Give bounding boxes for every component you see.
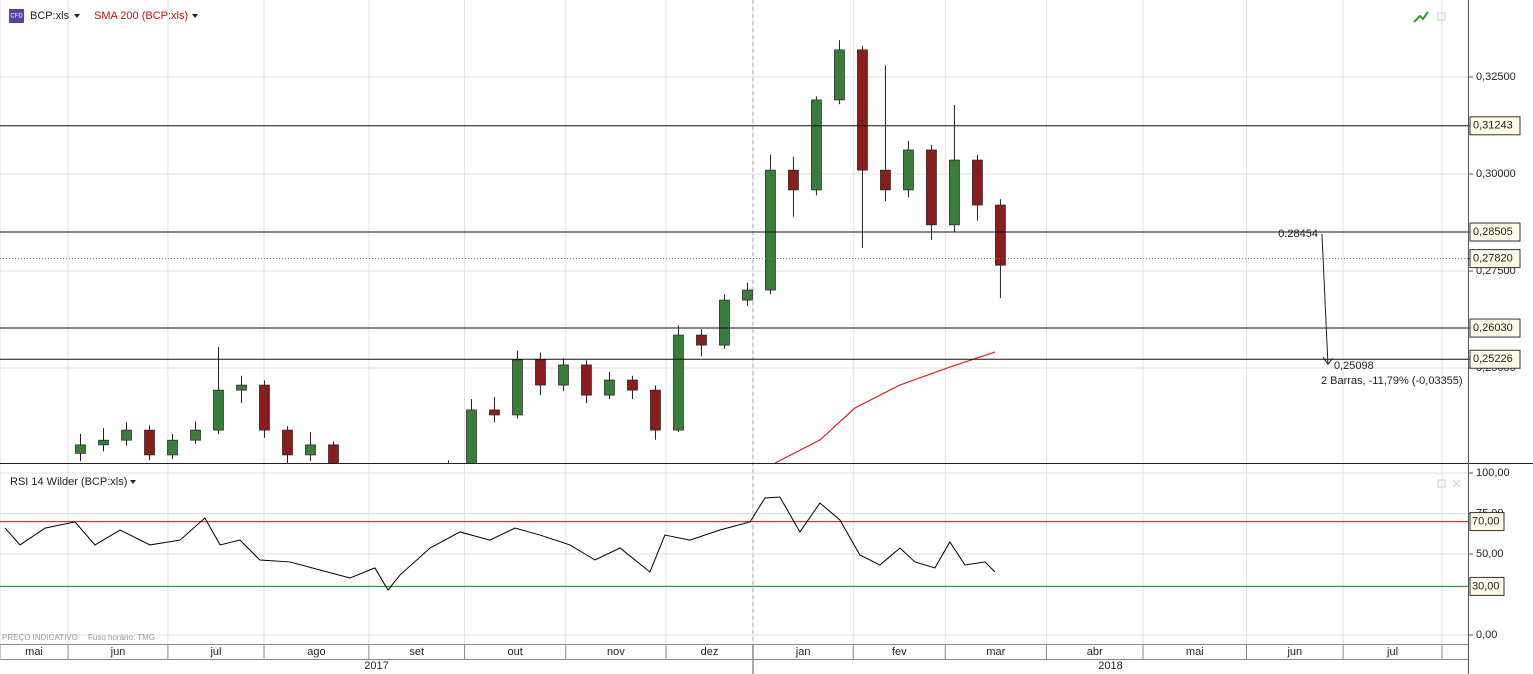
measure-arrow <box>1321 233 1329 365</box>
level-box <box>1469 318 1521 338</box>
candle-body <box>328 444 339 463</box>
candle-body <box>811 99 822 191</box>
level-box <box>1469 249 1521 269</box>
candle-body <box>305 444 316 456</box>
year-label: 2018 <box>1098 660 1122 672</box>
candle-body <box>834 49 845 101</box>
x-tick-label: jan <box>795 646 811 658</box>
dropdown[interactable] <box>130 480 136 484</box>
candle-body <box>98 439 109 446</box>
candle-body <box>581 364 592 396</box>
candle-body <box>673 334 684 431</box>
cfd-icon-text: CFD <box>10 14 23 20</box>
level-label: 0,28505 <box>1473 226 1513 238</box>
candle-body <box>144 429 155 456</box>
level-box <box>1469 349 1521 369</box>
x-tick-label: fev <box>892 646 907 658</box>
x-tick-label: dez <box>701 646 719 658</box>
candle-body <box>190 429 201 441</box>
measure-start-label: 0.28454 <box>1278 228 1318 240</box>
candle-body <box>558 364 569 386</box>
level-label: 30,00 <box>1472 580 1500 592</box>
candle-body <box>949 159 960 226</box>
candle-body <box>213 389 224 431</box>
level-label: 0,26030 <box>1473 322 1513 334</box>
candle-body <box>604 379 615 396</box>
level-label: 0,31243 <box>1473 120 1513 132</box>
candle-body <box>765 169 776 291</box>
x-tick-label: mar <box>986 646 1005 658</box>
timezone-note: Fuso horário: TMG <box>88 633 155 642</box>
level-label: 0,25226 <box>1473 353 1513 365</box>
overlay: mai jun jul ago set out nov dez jan fev mar abr mai j… <box>25 71 1521 674</box>
measure-arrowhead <box>1322 356 1334 366</box>
candle-body <box>236 384 247 391</box>
level-box <box>1469 222 1521 242</box>
candle-body <box>696 334 707 346</box>
footer-note: PREÇO INDICATIVO <box>2 633 78 642</box>
candle-body <box>512 359 523 416</box>
candle-body <box>972 159 983 206</box>
trend-icon[interactable] <box>1413 11 1429 23</box>
x-tick-label: jul <box>1386 646 1398 658</box>
candle-body <box>75 444 86 454</box>
rsi-panel <box>0 496 1468 591</box>
candle-body <box>719 299 730 346</box>
candle-body <box>742 289 753 301</box>
y-tick-label: 0,32500 <box>1476 71 1516 83</box>
candle-body <box>995 204 1006 266</box>
x-tick-label: jul <box>209 646 221 658</box>
candle-body <box>650 389 661 431</box>
level-box <box>1469 116 1521 136</box>
candle-body <box>282 429 293 456</box>
measure-note: 2 Barras, -11,79% (-0,03355) <box>1321 375 1463 387</box>
level-label: 70,00 <box>1472 516 1500 528</box>
level-box <box>1469 512 1505 532</box>
y-tick-label: 50,00 <box>1476 548 1504 560</box>
x-tick-label: set <box>409 646 424 658</box>
x-tick-label: abr <box>1087 646 1103 658</box>
candle-body <box>167 439 178 456</box>
x-tick-label: out <box>508 646 523 658</box>
level-box <box>1469 576 1505 596</box>
sma-line <box>774 351 996 463</box>
dropdown[interactable] <box>74 14 80 18</box>
x-tick-label: jun <box>1286 646 1302 658</box>
candle-body <box>880 169 891 191</box>
maximize-button[interactable] <box>1437 12 1446 21</box>
cfd-icon[interactable] <box>9 9 24 23</box>
x-tick-label: nov <box>607 646 625 658</box>
sma-legend[interactable]: SMA 200 (BCP:xls) <box>94 10 188 22</box>
candle-body <box>627 379 638 391</box>
candle-body <box>466 409 477 463</box>
grid <box>0 0 1468 659</box>
candle-body <box>259 384 270 431</box>
rsi-line <box>4 496 996 591</box>
candle-body <box>535 359 546 386</box>
candle-body <box>788 169 799 191</box>
rsi-legend[interactable]: RSI 14 Wilder (BCP:xls) <box>10 476 127 488</box>
year-label: 2017 <box>364 660 388 672</box>
maximize-button[interactable] <box>1437 479 1446 488</box>
y-tick-label: 0,00 <box>1476 629 1497 641</box>
y-tick-label: 100,00 <box>1476 467 1510 479</box>
measure-end-label: 0,25098 <box>1334 360 1374 372</box>
x-tick-label: ago <box>307 646 325 658</box>
dropdown[interactable] <box>192 14 198 18</box>
candle-body <box>926 149 937 226</box>
price-panel <box>0 40 1468 463</box>
level-label: 0,27820 <box>1473 253 1513 265</box>
candle-body <box>121 429 132 441</box>
y-tick-label: 0,30000 <box>1476 168 1516 180</box>
x-tick-label: mai <box>25 646 43 658</box>
close-button[interactable] <box>1452 479 1461 488</box>
symbol[interactable]: BCP:xls <box>30 10 70 22</box>
x-tick-label: mai <box>1186 646 1204 658</box>
x-tick-label: jun <box>110 646 126 658</box>
candle-body <box>903 149 914 191</box>
candle-body <box>489 409 500 416</box>
candle-body <box>857 49 868 171</box>
